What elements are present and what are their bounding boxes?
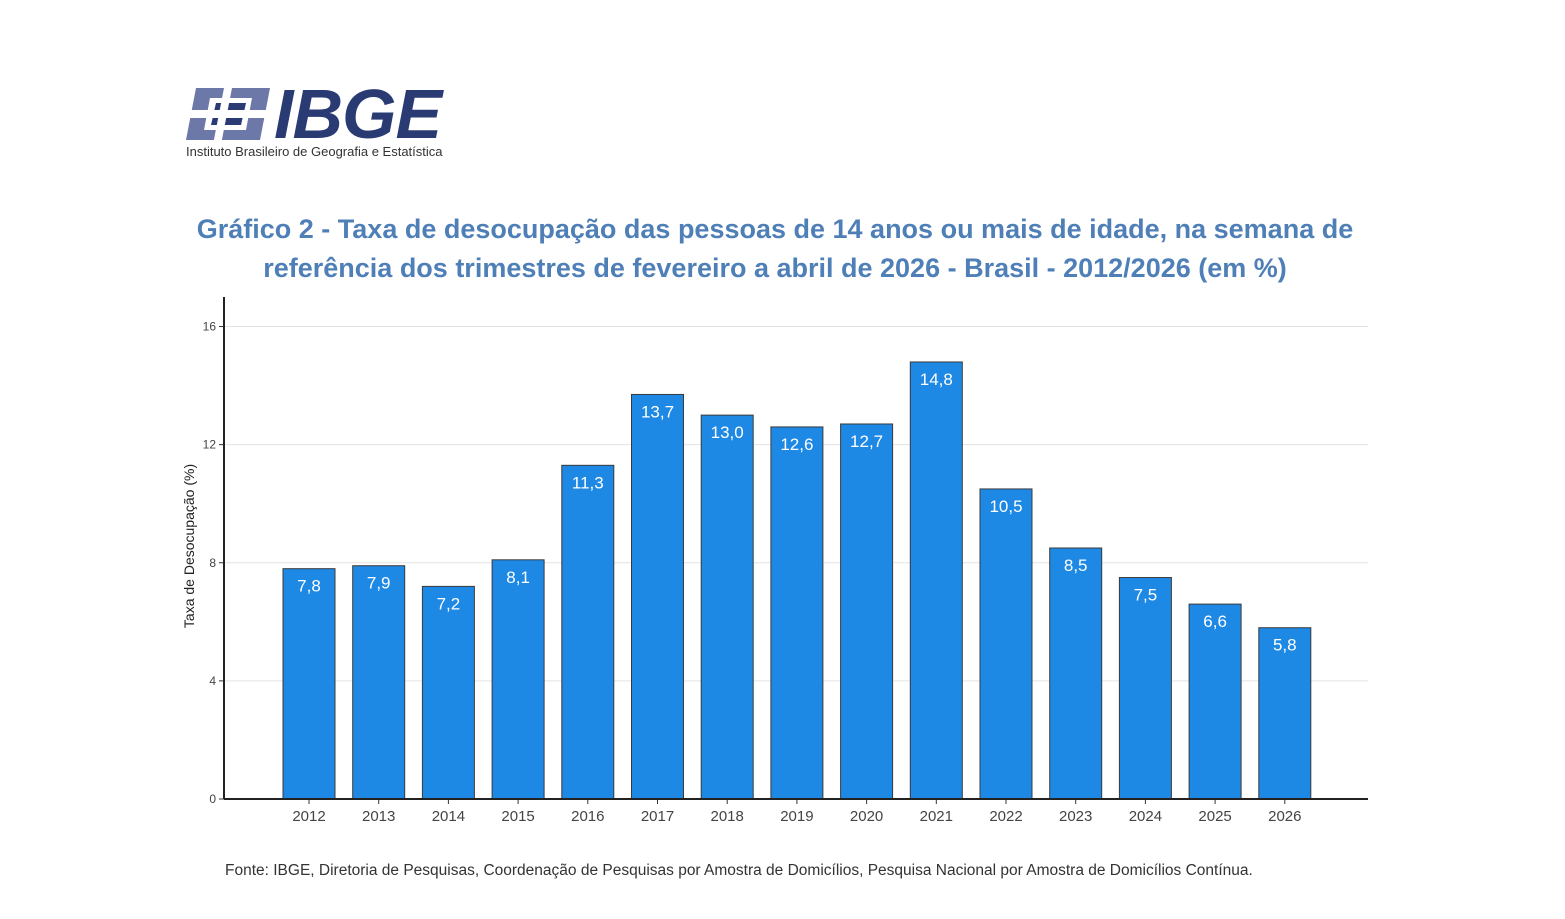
- data-label-2026: 5,8: [1273, 636, 1297, 655]
- data-label-2012: 7,8: [297, 577, 321, 596]
- logo-subtitle: Instituto Brasileiro de Geografia e Esta…: [186, 144, 443, 159]
- data-label-2013: 7,9: [367, 574, 391, 593]
- bar-2023: [1049, 547, 1103, 800]
- y-tick-label: 16: [203, 320, 217, 334]
- bar-2017: [631, 393, 684, 800]
- bar-2013: [352, 565, 406, 800]
- x-tick-label-2019: 2019: [780, 808, 813, 825]
- ibge-logo-mark-icon: [186, 88, 270, 140]
- x-tick-label-2024: 2024: [1129, 808, 1162, 825]
- x-tick-label-2020: 2020: [850, 808, 883, 825]
- x-tick-label-2016: 2016: [571, 808, 604, 825]
- data-label-2021: 14,8: [920, 370, 953, 389]
- bar-2022: [979, 488, 1033, 800]
- x-tick-label-2018: 2018: [711, 808, 744, 825]
- data-label-2025: 6,6: [1203, 612, 1227, 631]
- bar-2016: [561, 464, 615, 800]
- data-label-2019: 12,6: [780, 435, 813, 454]
- y-tick-label: 0: [209, 792, 216, 806]
- y-tick-label: 4: [209, 674, 216, 688]
- x-tick-label-2012: 2012: [292, 808, 325, 825]
- data-label-2014: 7,2: [437, 594, 461, 613]
- data-label-2023: 8,5: [1064, 556, 1088, 575]
- x-tick-label-2017: 2017: [641, 808, 674, 825]
- bar-2026: [1258, 627, 1312, 800]
- data-label-2017: 13,7: [641, 402, 674, 421]
- source-note: Fonte: IBGE, Diretoria de Pesquisas, Coo…: [225, 862, 1253, 879]
- bar-2020: [840, 423, 894, 800]
- bar-2018: [700, 414, 754, 800]
- ibge-logo: IBGE Instituto Brasileiro de Geografia e…: [186, 75, 476, 166]
- x-tick-label-2015: 2015: [501, 808, 534, 825]
- data-label-2018: 13,0: [711, 423, 744, 442]
- bar-2015: [491, 559, 545, 800]
- data-label-2024: 7,5: [1134, 586, 1158, 605]
- y-axis-title: Taxa de Desocupação (%): [181, 464, 197, 628]
- y-tick-label: 8: [209, 556, 216, 570]
- data-label-2020: 12,7: [850, 432, 883, 451]
- chart-title-line-2: referência dos trimestres de fevereiro a…: [263, 253, 1287, 283]
- bar-2024: [1118, 577, 1172, 800]
- bar-2014: [421, 585, 475, 800]
- x-tick-label-2021: 2021: [920, 808, 953, 825]
- x-tick-label-2022: 2022: [989, 808, 1022, 825]
- data-label-2022: 10,5: [989, 497, 1022, 516]
- bar-2019: [770, 426, 824, 800]
- bar-2012: [282, 568, 336, 800]
- bar-2025: [1188, 603, 1242, 800]
- chart-title: Gráfico 2 - Taxa de desocupação das pess…: [150, 210, 1400, 288]
- logo-wordmark: IBGE: [274, 75, 442, 153]
- data-label-2016: 11,3: [572, 473, 604, 492]
- x-tick-label-2013: 2013: [362, 808, 395, 825]
- x-tick-label-2023: 2023: [1059, 808, 1092, 825]
- y-tick-label: 12: [203, 438, 217, 452]
- x-tick-label-2026: 2026: [1268, 808, 1301, 825]
- data-label-2015: 8,1: [506, 568, 530, 587]
- chart-title-line-1: Gráfico 2 - Taxa de desocupação das pess…: [196, 214, 1354, 244]
- x-tick-label-2014: 2014: [432, 808, 465, 825]
- x-tick-label-2025: 2025: [1198, 808, 1231, 825]
- bar-2021: [909, 361, 963, 800]
